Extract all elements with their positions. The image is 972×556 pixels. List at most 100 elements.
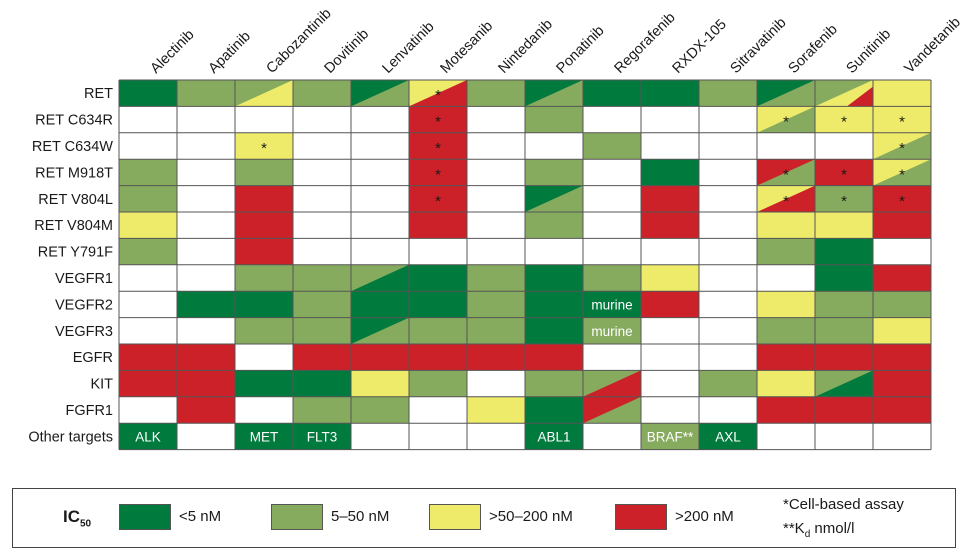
column-label-lenvatinib: Lenvatinib bbox=[380, 19, 438, 77]
cell-label-flt3: FLT3 bbox=[307, 429, 338, 444]
cell-kit-lenvatinib bbox=[351, 370, 409, 397]
row-label-ret-m918t: RET M918T bbox=[35, 165, 113, 181]
cell-vegfr3-cabozantinib bbox=[235, 317, 293, 344]
legend-note-kd: **Kd nmol/l bbox=[783, 520, 854, 540]
cell-ret-v804l-motesanib bbox=[409, 185, 467, 212]
cell-ret-c634w-nintedanib bbox=[467, 132, 525, 160]
cell-kit-dovitinib bbox=[293, 370, 351, 397]
cell-ret-y791f-vandetanib bbox=[873, 238, 931, 265]
cell-ret-y791f-sunitinib bbox=[815, 238, 873, 265]
row-label-kit: KIT bbox=[90, 377, 113, 393]
cell-kit-alectinib bbox=[119, 370, 177, 397]
cell-ret-v804m-vandetanib bbox=[873, 212, 931, 239]
cell-ret-c634r-nintedanib bbox=[467, 106, 525, 133]
cell-vegfr1-sunitinib bbox=[815, 264, 873, 292]
cell-fgfr1-lenvatinib bbox=[351, 396, 409, 424]
cell-fgfr1-nintedanib bbox=[467, 396, 525, 424]
legend-note-kd-prefix: **K bbox=[783, 520, 805, 537]
cell-egfr-sunitinib bbox=[815, 344, 873, 371]
legend-note-cell-based: *Cell-based assay bbox=[783, 496, 904, 513]
cell-vegfr3-rxdx-105 bbox=[641, 317, 699, 344]
cell-kit-cabozantinib bbox=[235, 370, 293, 397]
row-label-other-targets: Other targets bbox=[28, 429, 113, 445]
cell-vegfr3-sorafenib bbox=[757, 317, 815, 344]
cell-kit-apatinib bbox=[177, 370, 235, 397]
cell-ret-c634r-ponatinib bbox=[525, 106, 583, 133]
cell-egfr-dovitinib bbox=[293, 344, 351, 371]
legend-swatch-light-green bbox=[271, 504, 323, 530]
cell-vegfr1-alectinib bbox=[119, 264, 177, 292]
cell-ret-v804l-dovitinib bbox=[293, 185, 351, 212]
cell-ret-m918t-cabozantinib bbox=[235, 159, 293, 186]
cell-vegfr2-sorafenib bbox=[757, 291, 815, 318]
legend-label-yellow: >50–200 nM bbox=[489, 508, 573, 525]
cell-label-alk: ALK bbox=[135, 429, 161, 444]
cell-kit-sunitinib-lower-triangle bbox=[815, 370, 873, 397]
cell-ret-c634w-cabozantinib bbox=[235, 132, 293, 160]
cell-kit-ponatinib bbox=[525, 370, 583, 397]
cell-ret-nintedanib bbox=[467, 80, 525, 107]
cell-ret-y791f-alectinib bbox=[119, 238, 177, 265]
cell-other-targets-dovitinib bbox=[293, 423, 351, 450]
cell-egfr-nintedanib bbox=[467, 344, 525, 371]
cell-ret-c634r-dovitinib bbox=[293, 106, 351, 133]
cell-egfr-motesanib bbox=[409, 344, 467, 371]
cell-ret-v804l-ponatinib-lower-triangle bbox=[525, 185, 583, 212]
cell-ret-v804m-apatinib bbox=[177, 212, 235, 239]
cell-other-targets-vandetanib bbox=[873, 423, 931, 450]
cell-ret-y791f-motesanib bbox=[409, 238, 467, 265]
cell-ret-m918t-dovitinib bbox=[293, 159, 351, 186]
cell-ret-c634r-rxdx-105 bbox=[641, 106, 699, 133]
cell-vegfr2-regorafenib bbox=[583, 291, 641, 318]
cell-ret-c634w-sorafenib bbox=[757, 132, 815, 160]
cell-other-targets-regorafenib bbox=[583, 423, 641, 450]
column-label-sorafenib: Sorafenib bbox=[786, 22, 841, 77]
legend-label-light-green: 5–50 nM bbox=[331, 508, 390, 525]
cell-vegfr1-nintedanib bbox=[467, 264, 525, 292]
cell-fgfr1-sitravatinib bbox=[699, 396, 757, 424]
legend-label-red: >200 nM bbox=[675, 508, 734, 525]
cell-vegfr3-regorafenib bbox=[583, 317, 641, 344]
cell-ret-y791f-dovitinib bbox=[293, 238, 351, 265]
cell-vegfr3-lenvatinib-lower-triangle bbox=[351, 317, 409, 344]
cell-vegfr2-sunitinib bbox=[815, 291, 873, 318]
column-label-sunitinib: Sunitinib bbox=[844, 26, 895, 77]
cell-ret-c634r-sorafenib-lower-triangle bbox=[757, 106, 815, 133]
cell-fgfr1-regorafenib-lower-triangle bbox=[583, 396, 641, 424]
cell-vegfr3-ponatinib bbox=[525, 317, 583, 344]
cell-label-braf: BRAF** bbox=[647, 429, 694, 444]
cell-asterisk: * bbox=[783, 166, 789, 183]
cell-asterisk: * bbox=[899, 114, 905, 131]
row-label-ret-c634w: RET C634W bbox=[32, 139, 113, 155]
cell-fgfr1-sorafenib bbox=[757, 396, 815, 424]
cell-ret-v804l-sunitinib bbox=[815, 185, 873, 212]
cell-vegfr3-sitravatinib bbox=[699, 317, 757, 344]
row-label-fgfr1: FGFR1 bbox=[65, 403, 113, 419]
cell-egfr-cabozantinib bbox=[235, 344, 293, 371]
cell-vegfr3-sunitinib bbox=[815, 317, 873, 344]
cell-fgfr1-alectinib bbox=[119, 396, 177, 424]
cell-ret-sunitinib-corner-wedge bbox=[846, 86, 873, 107]
cell-ret-c634r-sitravatinib bbox=[699, 106, 757, 133]
cell-other-targets-motesanib bbox=[409, 423, 467, 450]
cell-ret-y791f-rxdx-105 bbox=[641, 238, 699, 265]
cell-ret-v804l-sorafenib-lower-triangle bbox=[757, 185, 815, 212]
cell-other-targets-rxdx-105 bbox=[641, 423, 699, 450]
cell-vegfr3-motesanib bbox=[409, 317, 467, 344]
cell-ret-alectinib bbox=[119, 80, 177, 107]
cell-label-murine: murine bbox=[591, 297, 632, 312]
cell-ret-v804m-sorafenib bbox=[757, 212, 815, 239]
cell-ret-m918t-sitravatinib bbox=[699, 159, 757, 186]
cell-ret-v804l-nintedanib bbox=[467, 185, 525, 212]
row-label-ret: RET bbox=[84, 86, 113, 102]
cell-egfr-sorafenib bbox=[757, 344, 815, 371]
cell-ret-c634w-sunitinib bbox=[815, 132, 873, 160]
cell-egfr-lenvatinib bbox=[351, 344, 409, 371]
cell-fgfr1-rxdx-105 bbox=[641, 396, 699, 424]
cell-asterisk: * bbox=[899, 140, 905, 157]
row-label-egfr: EGFR bbox=[73, 350, 113, 366]
cell-egfr-ponatinib bbox=[525, 344, 583, 371]
cell-ret-y791f-sorafenib bbox=[757, 238, 815, 265]
cell-kit-regorafenib-lower-triangle bbox=[583, 370, 641, 397]
